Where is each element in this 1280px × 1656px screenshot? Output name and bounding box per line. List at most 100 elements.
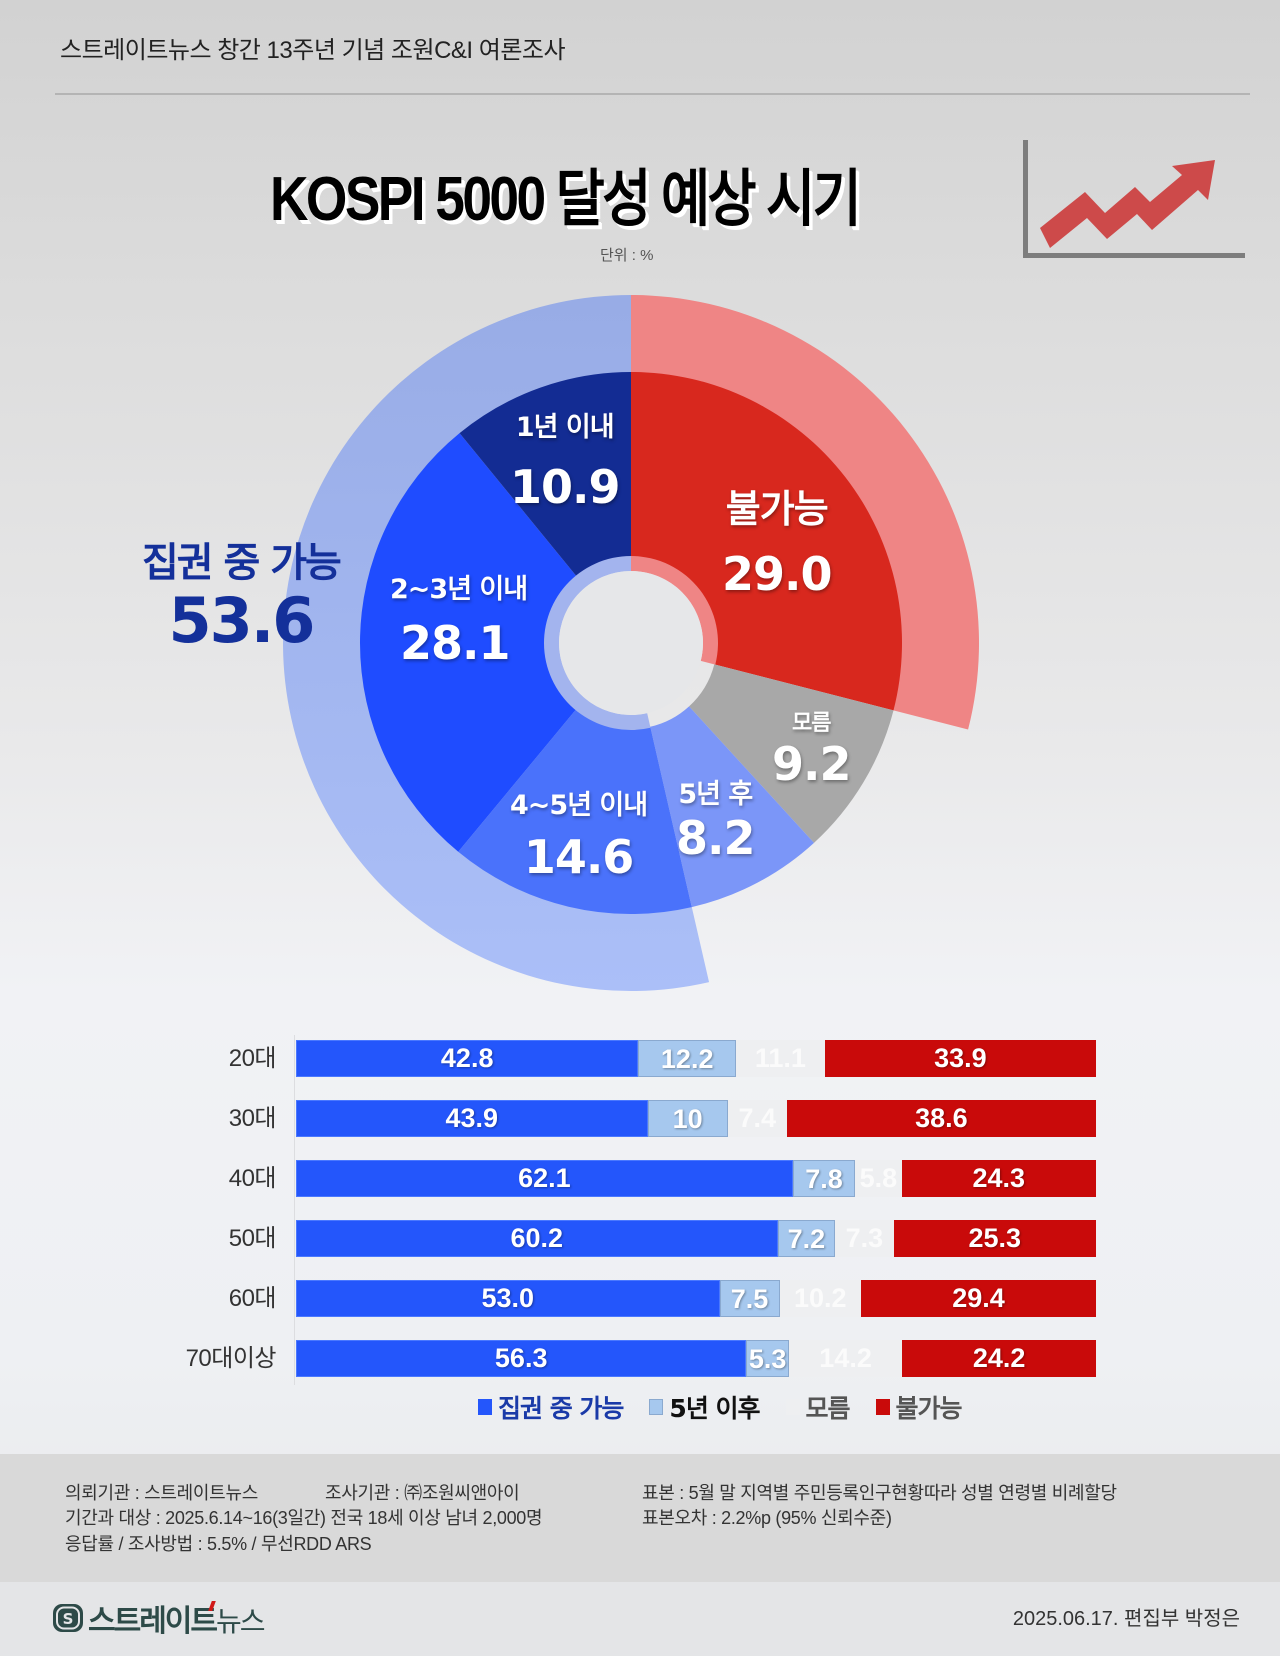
bar-row: 30대 43.9 10 7.4 38.6 — [0, 1100, 1280, 1137]
slice-1y — [459, 372, 631, 577]
chart-title: KOSPI 5000 달성 예상 시기 — [270, 165, 862, 234]
byline: 2025.06.17. 편집부 박정은 — [1012, 1608, 1240, 1630]
legend-swatch-icon — [875, 1399, 890, 1415]
slice-value: 29.0 — [722, 547, 832, 601]
slice-2-3y — [359, 433, 577, 852]
logo-s-icon: S — [53, 1604, 83, 1632]
info-method: 응답률 / 조사방법 : 5.5% / 무선RDD ARS — [65, 1534, 372, 1554]
bar-segment-unknown: 7.3 — [835, 1220, 894, 1257]
trend-up-arrow-icon — [1023, 140, 1245, 258]
bar-axis-line — [294, 1035, 295, 1385]
legend-item-possible: 집권 중 가능 — [478, 1389, 624, 1425]
stacked-bar: 60.2 7.2 7.3 25.3 — [296, 1220, 1096, 1257]
bar-row: 40대 62.1 7.8 5.8 24.3 — [0, 1160, 1280, 1197]
stacked-bar: 42.8 12.2 11.1 33.9 — [296, 1040, 1096, 1077]
bar-segment-impossible: 25.3 — [893, 1220, 1096, 1257]
survey-info-box: 의뢰기관 : 스트레이트뉴스 조사기관 : ㈜조원씨앤아이 표본 : 5월 말 … — [0, 1454, 1280, 1582]
slice-label: 2~3년 이내 — [390, 574, 528, 605]
possible-total-label: 집권 중 가능 — [142, 540, 342, 586]
slice-value: 9.2 — [772, 737, 851, 791]
slice-label: 모름 — [792, 711, 831, 736]
bar-segment-possible: 53.0 — [296, 1280, 720, 1317]
unit-label: 단위 : % — [600, 247, 654, 264]
age-group-label: 50대 — [228, 1225, 277, 1252]
bar-segment-impossible: 38.6 — [786, 1100, 1096, 1137]
inner-ring-impossible — [631, 556, 719, 665]
legend-label: 5년 이후 — [669, 1394, 760, 1423]
legend-item-after5: 5년 이후 — [649, 1389, 761, 1425]
bar-segment-impossible: 24.3 — [901, 1160, 1096, 1197]
slice-unknown — [689, 664, 894, 843]
pie-label-impossible: 불가능 29.0 — [722, 478, 832, 601]
pie-label-4-5y: 4~5년 이내 14.6 — [510, 783, 648, 884]
outer-ring-possible — [283, 295, 710, 991]
bar-segment-possible: 62.1 — [296, 1160, 793, 1197]
header-divider — [55, 93, 1250, 95]
bar-segment-impossible: 33.9 — [824, 1040, 1096, 1077]
outer-ring-impossible — [631, 295, 980, 730]
legend-swatch-icon — [785, 1399, 800, 1415]
bar-segment-unknown: 10.2 — [779, 1280, 862, 1317]
bar-segment-unknown: 14.2 — [788, 1340, 903, 1377]
stacked-bar: 62.1 7.8 5.8 24.3 — [296, 1160, 1096, 1197]
slice-value: 8.2 — [676, 811, 755, 865]
bar-legend: 집권 중 가능 5년 이후 모름 불가능 — [478, 1389, 963, 1425]
slice-value: 14.6 — [523, 830, 635, 884]
age-group-label: 30대 — [228, 1105, 277, 1132]
info-agency: 조사기관 : ㈜조원씨앤아이 — [325, 1483, 520, 1503]
pie-label-2-3y: 2~3년 이내 28.1 — [390, 567, 528, 670]
bar-segment-impossible: 24.2 — [902, 1340, 1096, 1377]
info-sample: 표본 : 5월 말 지역별 주민등록인구현황따라 성별 연령별 비례할당 — [642, 1483, 1117, 1503]
logo-sub-text: 뉴스 — [216, 1605, 266, 1638]
age-group-label: 70대이상 — [185, 1345, 277, 1372]
slice-label: 1년 이내 — [515, 412, 615, 443]
legend-swatch-icon — [649, 1399, 664, 1415]
info-client: 의뢰기관 : 스트레이트뉴스 — [65, 1483, 258, 1503]
brand-logo: S 스트레이트 뉴스 — [52, 1596, 266, 1640]
stacked-bar: 56.3 5.3 14.2 24.2 — [296, 1340, 1096, 1377]
slice-label: 4~5년 이내 — [510, 790, 648, 821]
age-bar-chart: 20대 42.8 12.2 11.1 33.9 30대 43.9 10 7.4 38.6 40대 62… — [0, 1025, 1280, 1425]
svg-text:S: S — [63, 1610, 74, 1628]
pie-label-unknown: 모름 9.2 — [772, 705, 851, 791]
bar-row: 50대 60.2 7.2 7.3 25.3 — [0, 1220, 1280, 1257]
legend-label: 집권 중 가능 — [498, 1394, 624, 1423]
legend-label: 모름 — [805, 1394, 851, 1423]
bar-segment-unknown: 11.1 — [735, 1040, 825, 1077]
pie-label-1y: 1년 이내 10.9 — [510, 405, 620, 514]
legend-item-unknown: 모름 — [785, 1389, 851, 1425]
bar-row: 20대 42.8 12.2 11.1 33.9 — [0, 1040, 1280, 1077]
bar-segment-possible: 60.2 — [296, 1220, 778, 1257]
possible-total-value: 53.6 — [168, 584, 315, 657]
donut-chart — [283, 295, 980, 991]
bar-segment-unknown: 7.4 — [727, 1100, 787, 1137]
bar-row: 60대 53.0 7.5 10.2 29.4 — [0, 1280, 1280, 1317]
age-group-label: 60대 — [228, 1285, 277, 1312]
bar-segment-possible: 43.9 — [296, 1100, 648, 1137]
slice-4-5y — [458, 709, 692, 915]
footer: S 스트레이트 뉴스 2025.06.17. 편집부 박정은 — [0, 1582, 1280, 1656]
bar-segment-after5: 12.2 — [638, 1040, 736, 1077]
inner-ring-possible — [543, 556, 651, 731]
bar-segment-possible: 56.3 — [296, 1340, 747, 1377]
bar-segment-after5: 5.3 — [746, 1340, 789, 1377]
bar-segment-possible: 42.8 — [296, 1040, 639, 1077]
slice-value: 10.9 — [510, 460, 620, 514]
stacked-bar: 43.9 10 7.4 38.6 — [296, 1100, 1096, 1137]
bar-segment-after5: 7.2 — [777, 1220, 836, 1257]
info-error: 표본오차 : 2.2%p (95% 신뢰수준) — [642, 1508, 892, 1528]
bar-segment-after5: 7.5 — [719, 1280, 780, 1317]
possible-total-callout: 집권 중 가능 53.6 — [142, 530, 342, 657]
slice-after5 — [650, 706, 815, 908]
age-group-label: 40대 — [228, 1165, 277, 1192]
age-group-label: 20대 — [228, 1045, 277, 1072]
slice-impossible — [631, 372, 902, 711]
donut-hole — [559, 571, 703, 715]
info-period: 기간과 대상 : 2025.6.14~16(3일간) 전국 18세 이상 남녀 … — [65, 1508, 543, 1528]
legend-item-impossible: 불가능 — [875, 1389, 963, 1425]
legend-label: 불가능 — [895, 1394, 963, 1423]
bar-row: 70대이상 56.3 5.3 14.2 24.2 — [0, 1340, 1280, 1377]
stacked-bar: 53.0 7.5 10.2 29.4 — [296, 1280, 1096, 1317]
slice-value: 28.1 — [400, 616, 511, 670]
legend-swatch-icon — [478, 1399, 492, 1415]
